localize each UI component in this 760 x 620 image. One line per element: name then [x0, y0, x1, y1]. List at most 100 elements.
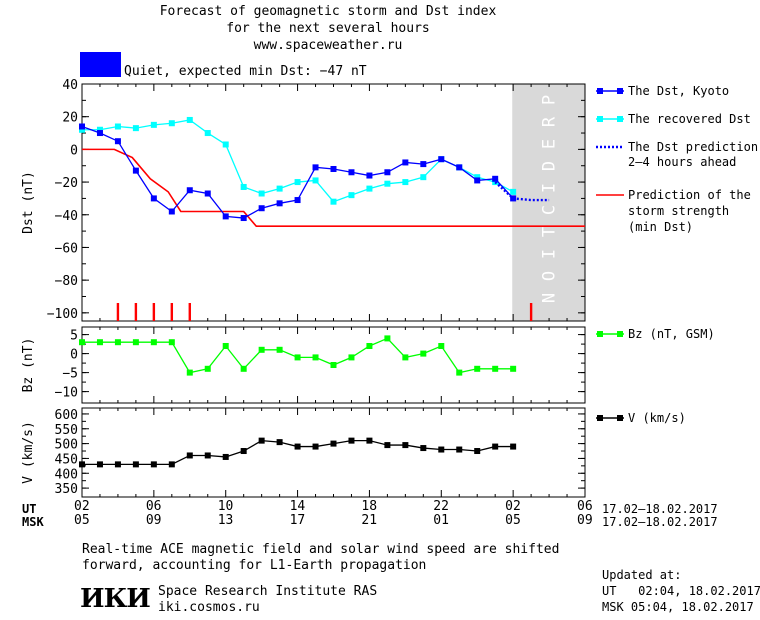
- y-axis-label: Bz (nT): [21, 338, 36, 393]
- bz-point: [276, 346, 283, 353]
- dst-kyoto-point: [150, 195, 157, 202]
- bz-point: [240, 365, 247, 372]
- institute-site-link[interactable]: iki.cosmos.ru: [158, 600, 260, 615]
- y-tick-label: −5: [62, 367, 78, 382]
- legend-storm-label-2: storm strength: [628, 204, 730, 218]
- recovered-dst-point: [186, 116, 193, 123]
- recovered-dst-point: [79, 126, 85, 133]
- propagation-note-line2: forward, accounting for L1-Earth propaga…: [82, 558, 427, 573]
- recovered-dst-point: [222, 141, 229, 148]
- prediction-label-char: T: [540, 227, 560, 237]
- storm-prediction-line: [82, 148, 585, 227]
- bz-point: [384, 335, 391, 342]
- institute-name: Space Research Institute RAS: [158, 584, 378, 599]
- dst-prediction-line: [494, 181, 550, 202]
- v-point: [150, 461, 157, 468]
- legend-bz-label: Bz (nT, GSM): [628, 327, 715, 341]
- dst-kyoto-point: [402, 159, 409, 166]
- bz-point: [222, 343, 229, 349]
- dst-kyoto-point: [276, 200, 283, 207]
- v-point: [312, 443, 319, 450]
- y-tick-label: −100: [47, 307, 78, 322]
- recovered-dst-point: [312, 177, 319, 184]
- v-point: [384, 442, 391, 449]
- bz-point: [438, 343, 445, 349]
- recovered-dst-point: [132, 125, 139, 132]
- dst-kyoto-point: [456, 164, 463, 171]
- bz-point: [79, 339, 85, 346]
- dst-kyoto-point: [384, 169, 391, 176]
- chart-title-line1: Forecast of geomagnetic storm and Dst in…: [159, 4, 497, 19]
- dst-kyoto-point: [96, 130, 103, 137]
- dst-kyoto-point: [420, 161, 427, 168]
- y-tick-label: 600: [55, 408, 78, 423]
- legend-bz-swatch-marker: [617, 331, 623, 337]
- v-point: [366, 437, 373, 444]
- prediction-label-char: R: [540, 116, 560, 127]
- y-tick-label: 40: [62, 78, 78, 93]
- legend-dst-kyoto-label: The Dst, Kyoto: [628, 84, 730, 98]
- dst-kyoto-point: [168, 208, 175, 215]
- ut-axis-label: UT: [22, 502, 37, 516]
- ut-tick-label: 06: [145, 499, 162, 514]
- v-point: [420, 445, 427, 452]
- recovered-dst-point: [366, 185, 373, 192]
- msk-tick-label: 05: [74, 513, 90, 528]
- propagation-note-line1: Real-time ACE magnetic field and solar w…: [82, 542, 560, 557]
- dst-kyoto-point: [330, 165, 337, 172]
- bz-point: [204, 365, 211, 372]
- bz-point: [186, 369, 193, 376]
- ut-tick-label: 06: [577, 499, 593, 514]
- v-point: [96, 461, 103, 468]
- v-point: [79, 461, 85, 468]
- legend-dst-kyoto-swatch-marker: [597, 88, 603, 94]
- iki-logo: ИКИ: [80, 584, 151, 614]
- recovered-dst-point: [402, 179, 409, 186]
- status-text: Quiet, expected min Dst: −47 nT: [124, 64, 367, 79]
- y-tick-label: 550: [55, 423, 78, 438]
- dst-kyoto-point: [312, 164, 319, 171]
- prediction-label-char: N: [540, 293, 560, 303]
- recovered-dst-point: [330, 198, 337, 205]
- msk-tick-label: 09: [577, 513, 593, 528]
- y-tick-label: 20: [62, 111, 78, 126]
- recovered-dst-point: [276, 185, 283, 192]
- legend-storm-label-1: Prediction of the: [628, 188, 751, 202]
- msk-axis-label: MSK: [22, 515, 44, 529]
- updated-ut-time: UT 02:04, 18.02.2017: [602, 584, 760, 598]
- y-tick-label: −10: [55, 386, 78, 401]
- bz-point: [168, 339, 175, 346]
- bz-point: [348, 354, 355, 361]
- legend-recovered-dst-label: The recovered Dst: [628, 112, 751, 126]
- y-tick-label: 0: [70, 143, 78, 158]
- v-point: [222, 453, 229, 460]
- msk-tick-label: 09: [145, 513, 162, 528]
- ut-tick-label: 02: [505, 499, 521, 514]
- dst-kyoto-point: [240, 215, 247, 222]
- legend-dst-prediction-label-1: The Dst prediction: [628, 140, 759, 154]
- bz-point: [366, 343, 373, 349]
- dst-kyoto-point: [186, 187, 193, 194]
- recovered-dst-point: [204, 130, 211, 137]
- v-point: [474, 448, 481, 455]
- prediction-label-char: I: [540, 183, 560, 193]
- v-point: [258, 437, 265, 444]
- dst-kyoto-point: [222, 213, 229, 220]
- prediction-label-char: O: [540, 271, 560, 281]
- recovered-dst-point: [510, 188, 517, 195]
- bz-point: [150, 339, 157, 346]
- bz-point: [420, 350, 427, 357]
- dst-kyoto-point: [79, 123, 85, 130]
- dst-kyoto-point: [258, 205, 265, 212]
- bz-point: [312, 354, 319, 361]
- dst-kyoto-point: [474, 177, 481, 184]
- v-point: [510, 443, 517, 450]
- status-color-swatch: [80, 52, 121, 77]
- v-point: [402, 442, 409, 449]
- website-link[interactable]: www.spaceweather.ru: [253, 38, 403, 53]
- v-point: [186, 452, 193, 459]
- legend-recovered-dst-swatch-marker: [597, 116, 603, 122]
- v-point: [438, 446, 445, 453]
- prediction-label-char: D: [540, 161, 560, 171]
